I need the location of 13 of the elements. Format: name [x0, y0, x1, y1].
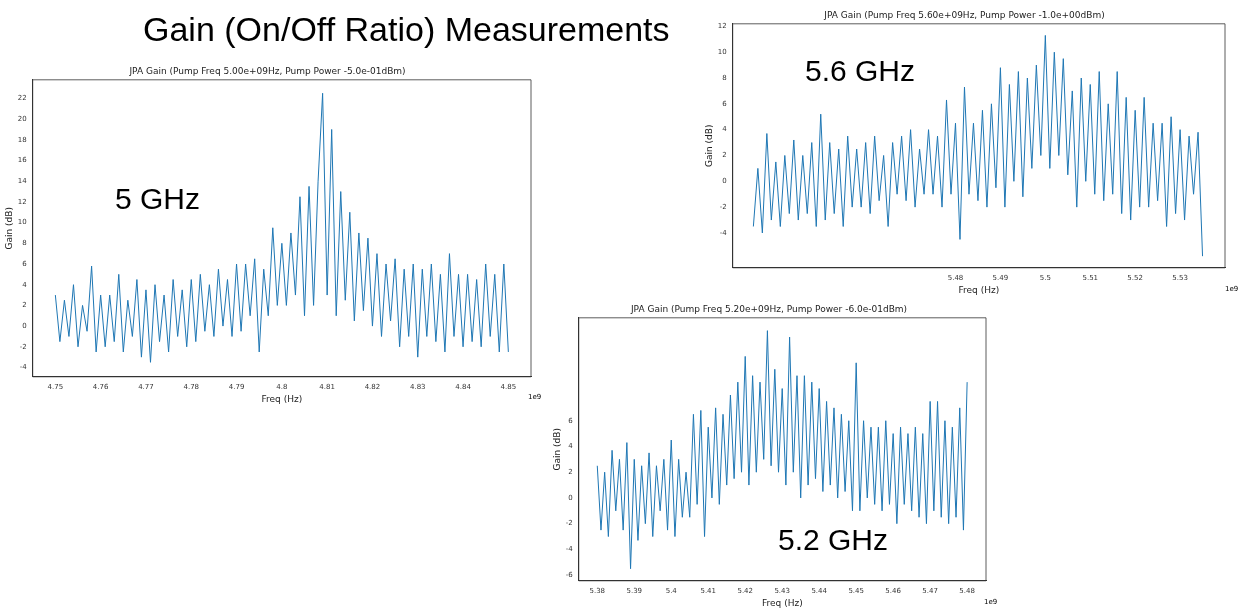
x-axis-title: Freq (Hz): [958, 284, 1000, 295]
annotation: 5.2 GHz: [778, 523, 889, 556]
y-axis-title: Gain (dB): [3, 207, 14, 250]
x-axis-title: Freq (Hz): [762, 597, 803, 608]
chart-title: JPA Gain (Pump Freq 5.60e+09Hz, Pump Power -1.0e+00dBm): [823, 9, 1105, 20]
chart-title: JPA Gain (Pump Freq 5.20e+09Hz, Pump Power -6.0e-01dBm): [629, 303, 908, 314]
chart-title: JPA Gain (Pump Freq 5.00e+09Hz, Pump Power -5.0e-01dBm): [128, 65, 406, 76]
text: Gain (On/Off Ratio) Measurements: [143, 10, 670, 48]
annotation: 5 GHz: [115, 182, 201, 215]
annotation: 5.6 GHz: [805, 54, 916, 87]
y-axis-title: Gain (dB): [703, 124, 714, 168]
x-axis-title: Freq (Hz): [261, 393, 303, 404]
y-axis-title: Gain (dB): [551, 428, 562, 471]
